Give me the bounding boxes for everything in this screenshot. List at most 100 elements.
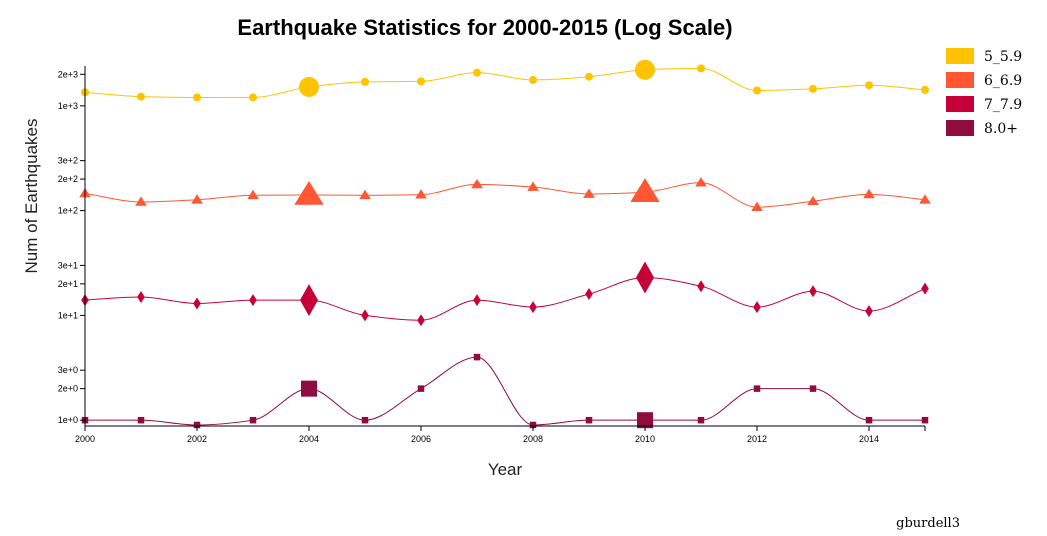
legend-swatch: [946, 72, 974, 88]
y-tick-label: 3e+0: [58, 365, 78, 375]
y-tick-label: 2e+0: [58, 384, 78, 394]
data-point: [697, 280, 705, 293]
series-7_7.9: [81, 261, 929, 327]
data-point: [191, 194, 203, 204]
data-point: [527, 181, 539, 191]
series-line: [84, 356, 925, 426]
data-point: [697, 64, 705, 73]
data-point: [751, 201, 763, 211]
data-point: [300, 284, 318, 317]
data-point: [471, 178, 483, 189]
y-tick-label: 3e+1: [58, 260, 78, 270]
legend-label: 8.0+: [984, 121, 1018, 137]
data-point: [697, 416, 705, 424]
data-point: [630, 178, 660, 202]
legend-label: 7_7.9: [984, 97, 1022, 113]
series-6_6.9: [79, 177, 931, 211]
y-tick-label: 1e+1: [58, 310, 78, 320]
data-point: [249, 416, 257, 424]
x-tick-label: 2006: [411, 434, 431, 444]
data-point: [529, 421, 537, 429]
data-point: [583, 188, 595, 198]
data-point: [415, 189, 427, 199]
legend-label: 6_6.9: [984, 73, 1022, 89]
plot-area: [79, 59, 931, 429]
data-point: [249, 93, 257, 102]
data-point: [809, 285, 817, 298]
data-point: [301, 380, 317, 397]
series-5_5.9: [81, 59, 929, 102]
data-point: [529, 301, 537, 314]
data-point: [417, 77, 425, 86]
x-axis-label: Year: [488, 460, 523, 479]
data-point: [921, 282, 929, 295]
data-point: [919, 194, 931, 204]
data-point: [921, 85, 929, 94]
data-point: [635, 59, 655, 80]
data-point: [807, 195, 819, 206]
chart-title: Earthquake Statistics for 2000-2015 (Log…: [237, 15, 732, 40]
data-point: [299, 76, 319, 97]
data-point: [865, 416, 873, 424]
data-point: [585, 288, 593, 301]
y-tick-label: 1e+0: [58, 415, 78, 425]
data-point: [361, 77, 369, 86]
data-point: [361, 309, 369, 322]
data-point: [359, 189, 371, 200]
data-point: [865, 81, 873, 90]
x-tick-label: 2010: [635, 434, 655, 444]
data-point: [473, 294, 481, 307]
data-point: [809, 385, 817, 392]
data-point: [921, 416, 929, 424]
data-point: [753, 86, 761, 95]
y-tick-label: 2e+2: [58, 174, 78, 184]
series-8.0+: [81, 353, 929, 429]
x-tick-label: 2008: [523, 434, 543, 444]
data-point: [809, 84, 817, 93]
data-point: [294, 180, 324, 205]
data-point: [753, 385, 761, 392]
data-point: [636, 261, 654, 294]
data-point: [361, 416, 369, 424]
y-tick-label: 3e+2: [58, 156, 78, 166]
data-point: [473, 353, 481, 361]
x-tick-label: 2000: [75, 434, 95, 444]
legend: 5_5.9 6_6.9 7_7.9 8.0+: [946, 48, 1022, 137]
series-line: [84, 276, 926, 321]
data-point: [137, 416, 145, 424]
legend-swatch: [946, 48, 974, 64]
data-point: [585, 72, 593, 81]
x-axis: 2000 2002 2004 2006 2008 2010 2012 2014: [75, 425, 926, 444]
data-point: [249, 294, 257, 307]
x-tick-label: 2002: [187, 434, 207, 444]
data-point: [753, 301, 761, 314]
legend-swatch: [946, 96, 974, 112]
data-point: [473, 68, 481, 77]
series-line: [84, 182, 926, 208]
data-point: [637, 412, 653, 429]
data-point: [247, 189, 259, 200]
data-point: [137, 92, 145, 101]
x-tick-label: 2012: [747, 434, 767, 444]
y-tick-label: 2e+3: [58, 69, 78, 79]
y-tick-label: 1e+2: [58, 206, 78, 216]
data-point: [585, 416, 593, 424]
data-point: [865, 305, 873, 318]
data-point: [417, 314, 425, 327]
y-tick-label: 1e+3: [58, 101, 78, 111]
data-point: [529, 75, 537, 84]
data-point: [193, 421, 201, 429]
y-axis: 1e+0 2e+0 3e+0 1e+1 2e+1 3e+1 1e+2 2e+2 3e+2 1e+3…: [58, 66, 86, 426]
data-point: [695, 177, 707, 187]
y-axis-label: Num of Earthquakes: [22, 119, 41, 274]
data-point: [137, 290, 145, 303]
x-tick-label: 2004: [299, 434, 319, 444]
series-line: [84, 67, 926, 99]
data-point: [193, 297, 201, 310]
legend-label: 5_5.9: [984, 49, 1022, 65]
author-signature: gburdell3: [896, 516, 960, 531]
data-point: [863, 188, 875, 199]
x-tick-label: 2014: [859, 434, 879, 444]
data-point: [135, 196, 147, 206]
